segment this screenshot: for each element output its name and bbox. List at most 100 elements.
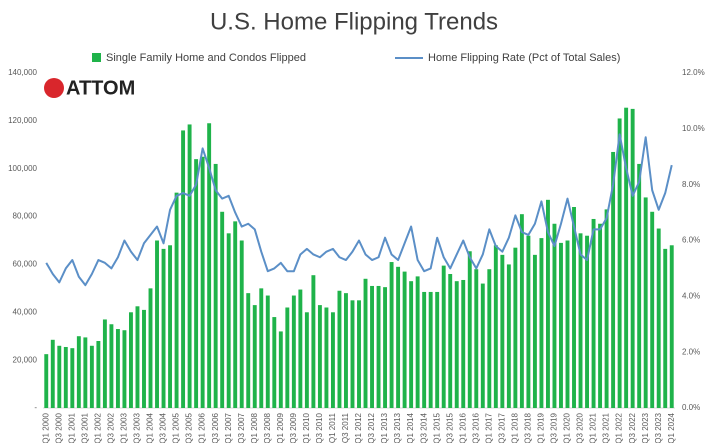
y2-tick-label: 10.0% [682,124,705,133]
logo-icon [44,78,64,98]
bar [330,312,335,408]
x-tick-label: Q3 2019 [550,412,559,443]
bar [285,307,290,408]
bar [194,159,199,408]
x-tick-label: Q3 2018 [524,412,533,443]
bar [181,130,186,408]
bar [357,300,361,408]
bar [637,163,642,408]
x-tick-label: Q3 2022 [628,412,637,443]
x-tick-label: Q3 2000 [54,412,63,443]
bar [604,209,609,408]
bar [337,290,342,408]
bar [363,278,368,408]
x-tick-label: Q3 2013 [393,412,402,443]
bar [304,312,309,408]
x-tick-label: Q1 2020 [563,412,572,443]
legend-label: Single Family Home and Condos Flipped [106,52,306,64]
x-tick-label: Q3 2009 [289,412,298,443]
x-tick-label: Q1 2018 [510,412,519,443]
bar [663,248,668,408]
y-tick-label: 40,000 [13,307,38,316]
bar [578,233,583,408]
bar [493,245,498,408]
legend-label: Home Flipping Rate (Pct of Total Sales) [428,52,620,64]
bar [291,295,296,408]
x-tick-label: Q3 2017 [497,412,506,443]
bar [102,319,107,408]
x-tick-label: Q1 2017 [484,412,493,443]
y-tick-label: - [34,403,37,412]
bar [265,295,270,408]
bar [611,151,616,408]
x-tick-label: Q3 2012 [367,412,376,443]
x-tick-label: Q1 2013 [380,412,389,443]
bar [122,330,127,408]
x-tick-label: Q1 2021 [589,412,598,443]
bar [591,218,596,408]
bar [324,307,329,408]
bar [161,248,166,408]
x-tick-label: Q1 2011 [328,412,337,443]
bar [585,235,589,408]
bar [454,281,459,408]
x-tick-label: Q1 2012 [354,412,363,443]
x-tick-label: Q1 2000 [41,412,50,443]
bar [63,346,68,408]
bar [617,118,622,408]
bar [519,214,524,408]
bar [187,124,192,409]
bar [344,293,348,408]
bar [252,305,257,408]
x-tick-label: Q3 2001 [80,412,89,443]
bar [565,240,570,408]
bar [487,269,492,408]
bar [83,337,88,408]
bar [513,247,518,408]
x-tick-label: Q1 2010 [302,412,311,443]
bar [572,207,576,408]
bar [409,281,414,408]
bar [624,107,629,409]
x-tick-label: Q1 2016 [458,412,467,443]
y2-tick-label: 12.0% [682,68,705,77]
x-tick-label: Q1 2005 [172,412,181,443]
bar [200,156,205,408]
logo: ATTOM [66,77,135,99]
bar [428,291,433,408]
x-tick-label: Q1 2002 [93,412,102,443]
bar [441,265,446,408]
bar [89,345,94,408]
x-tick-label: Q1 2001 [67,412,76,443]
x-tick-label: Q3 2004 [159,412,168,443]
bar [448,274,453,408]
bar [168,245,173,408]
bar [532,254,537,408]
bar [44,354,49,408]
x-tick-label: Q3 2007 [237,412,246,443]
y2-tick-label: 2.0% [682,347,700,356]
rate-line [45,133,673,287]
y2-tick-label: 6.0% [682,236,700,245]
bar [96,341,101,408]
bar [115,329,120,408]
bar [383,287,388,408]
bar [70,348,75,408]
y2-tick-label: 0.0% [682,403,700,412]
y-tick-label: 100,000 [8,164,37,173]
x-tick-label: Q1 2014 [406,412,415,443]
bar [155,240,159,408]
bar [50,339,55,408]
bar [396,266,401,408]
bar [226,233,231,408]
y-tick-label: 80,000 [13,212,38,221]
x-tick-label: Q1 2003 [120,412,129,443]
bar [109,324,114,408]
x-tick-label: Q3 2005 [185,412,194,443]
bar [656,228,661,408]
bar [415,276,420,408]
x-tick-label: Q3 2021 [602,412,611,443]
bar [142,309,146,408]
x-tick-label: Q1 2019 [537,412,546,443]
bar [376,285,381,408]
